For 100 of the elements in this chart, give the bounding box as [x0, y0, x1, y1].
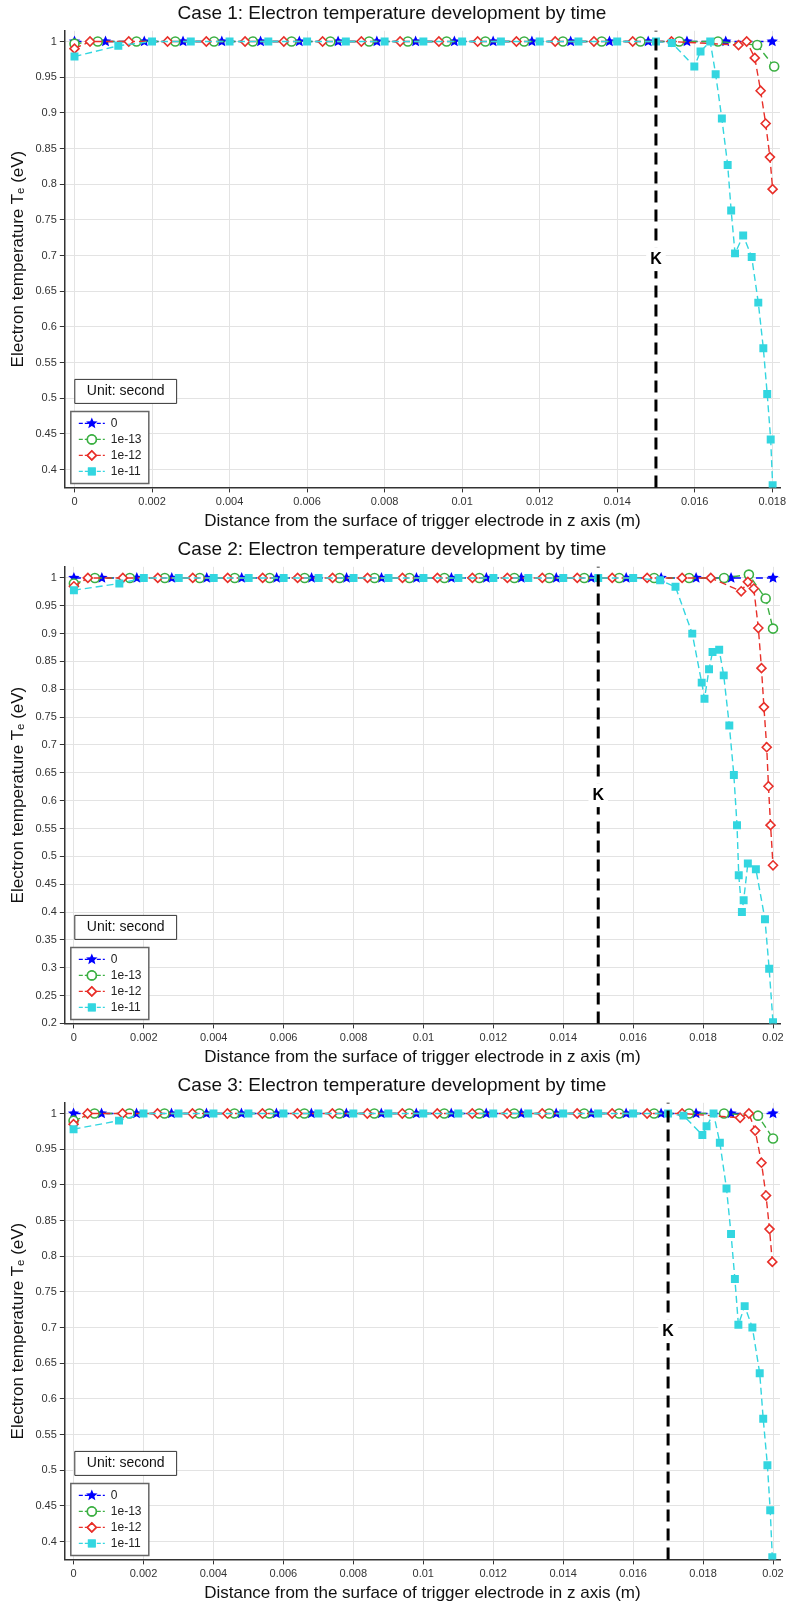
legend-label: 1e-12 [110, 447, 142, 462]
x-tick-label: 0.018 [758, 495, 787, 508]
x-axis-title: Distance from the surface of trigger electrode in z axis (m) [204, 1047, 641, 1067]
x-tick-label: 0.002 [138, 495, 166, 508]
y-axis-title: Electron temperature Tₑ (eV) [7, 1222, 27, 1440]
y-tick-label: 0.7 [41, 248, 57, 261]
y-tick-label: 0.4 [41, 905, 57, 918]
x-tick-label: 0.018 [689, 1567, 717, 1580]
y-tick-label: 0.6 [41, 319, 57, 332]
x-tick-label: 0.012 [479, 1567, 507, 1580]
y-tick-label: 0.9 [41, 1177, 57, 1190]
legend-label: 1e-11 [110, 463, 141, 478]
y-tick-label: 0.45 [35, 426, 57, 439]
x-tick-label: 0.006 [269, 1031, 298, 1044]
chart-title: Case 3: Electron temperature development by time [177, 1073, 607, 1095]
x-tick-label: 0.008 [339, 1031, 368, 1044]
legend-label: 0 [110, 951, 118, 966]
y-tick-label: 0.6 [41, 793, 57, 806]
x-tick-label: 0.016 [680, 495, 709, 508]
y-tick-label: 0.85 [35, 141, 57, 154]
legend-label: 0 [110, 1487, 118, 1502]
y-axis-title: Electron temperature Tₑ (eV) [7, 150, 27, 368]
legend-title: Unit: second [86, 1454, 165, 1471]
y-tick-label: 0.4 [41, 462, 57, 475]
x-tick-label: 0.01 [412, 1031, 435, 1044]
y-tick-label: 0.8 [41, 177, 57, 190]
y-tick-label: 0.55 [35, 821, 57, 834]
y-tick-label: 0.8 [41, 1249, 57, 1262]
x-tick-label: 0.016 [619, 1031, 647, 1044]
y-tick-label: 0.65 [35, 284, 57, 297]
x-tick-label: 0.014 [549, 1567, 577, 1580]
legend-label: 1e-12 [110, 983, 142, 998]
legend-label: 1e-12 [110, 1519, 142, 1534]
y-tick-label: 0.55 [35, 355, 57, 368]
y-tick-label: 0.7 [41, 1320, 57, 1333]
legend-label: 1e-13 [110, 1503, 142, 1518]
y-tick-label: 0.75 [35, 1284, 57, 1297]
y-axis-title: Electron temperature Tₑ (eV) [7, 686, 27, 904]
y-tick-label: 0.85 [35, 654, 57, 667]
legend-title: Unit: second [86, 382, 165, 399]
x-tick-label: 0.012 [525, 495, 554, 508]
y-tick-label: 0.3 [41, 960, 57, 973]
x-tick-label: 0.014 [603, 495, 631, 508]
y-tick-label: 1 [50, 1106, 57, 1119]
legend-label: 1e-13 [110, 431, 142, 446]
y-tick-label: 0.2 [41, 1016, 57, 1029]
legend-label: 1e-11 [110, 999, 141, 1014]
x-tick-label: 0.004 [199, 1031, 228, 1044]
x-tick-label: 0 [70, 1031, 77, 1044]
legend-label: 1e-11 [110, 1535, 141, 1550]
x-tick-label: 0.008 [339, 1567, 368, 1580]
x-tick-label: 0.02 [762, 1567, 784, 1580]
chart-title: Case 2: Electron temperature development by time [177, 537, 607, 559]
y-tick-label: 0.45 [35, 877, 57, 890]
y-tick-label: 0.25 [35, 988, 57, 1001]
x-axis-title: Distance from the surface of trigger electrode in z axis (m) [204, 1583, 641, 1603]
x-tick-label: 0.01 [451, 495, 473, 508]
x-tick-label: 0.012 [479, 1031, 508, 1044]
y-tick-label: 0.45 [35, 1498, 57, 1511]
y-tick-label: 0.95 [35, 598, 57, 611]
y-tick-label: 0.4 [41, 1534, 57, 1547]
y-tick-label: 0.65 [35, 1356, 57, 1369]
y-tick-label: 0.5 [41, 391, 57, 404]
x-tick-label: 0.014 [549, 1031, 578, 1044]
y-tick-label: 0.65 [35, 765, 57, 778]
ref-line-label: K [662, 1321, 675, 1339]
chart-title: Case 1: Electron temperature development by time [177, 1, 607, 23]
y-tick-label: 0.35 [35, 932, 57, 945]
legend-label: 0 [110, 415, 118, 430]
x-tick-label: 0.016 [619, 1567, 647, 1580]
y-tick-label: 1 [50, 570, 57, 583]
y-tick-label: 0.9 [41, 105, 57, 118]
y-tick-label: 0.75 [35, 212, 57, 225]
y-tick-label: 0.95 [35, 70, 57, 83]
y-tick-label: 0.95 [35, 1142, 57, 1155]
y-tick-label: 0.7 [41, 738, 57, 751]
x-tick-label: 0.004 [199, 1567, 228, 1580]
x-tick-label: 0.006 [293, 495, 321, 508]
y-tick-label: 0.9 [41, 626, 57, 639]
x-tick-label: 0.002 [129, 1567, 158, 1580]
legend-title: Unit: second [86, 918, 165, 935]
y-tick-label: 0.6 [41, 1391, 57, 1404]
x-tick-label: 0.02 [762, 1031, 784, 1044]
y-tick-label: 0.75 [35, 710, 57, 723]
ref-line-label: K [592, 785, 605, 803]
y-tick-label: 0.8 [41, 682, 57, 695]
x-axis-title: Distance from the surface of trigger electrode in z axis (m) [204, 511, 641, 531]
x-tick-label: 0.018 [689, 1031, 717, 1044]
x-tick-label: 0 [71, 495, 78, 508]
legend-label: 1e-13 [110, 967, 142, 982]
x-tick-label: 0.008 [370, 495, 399, 508]
y-tick-label: 0.55 [35, 1427, 57, 1440]
y-tick-label: 0.85 [35, 1213, 57, 1226]
x-tick-label: 0.004 [215, 495, 244, 508]
x-tick-label: 0.01 [412, 1567, 434, 1580]
x-tick-label: 0 [70, 1567, 77, 1580]
y-tick-label: 0.5 [41, 1463, 57, 1476]
y-tick-label: 0.5 [41, 849, 57, 862]
y-tick-label: 1 [50, 34, 57, 47]
ref-line-label: K [650, 249, 663, 267]
